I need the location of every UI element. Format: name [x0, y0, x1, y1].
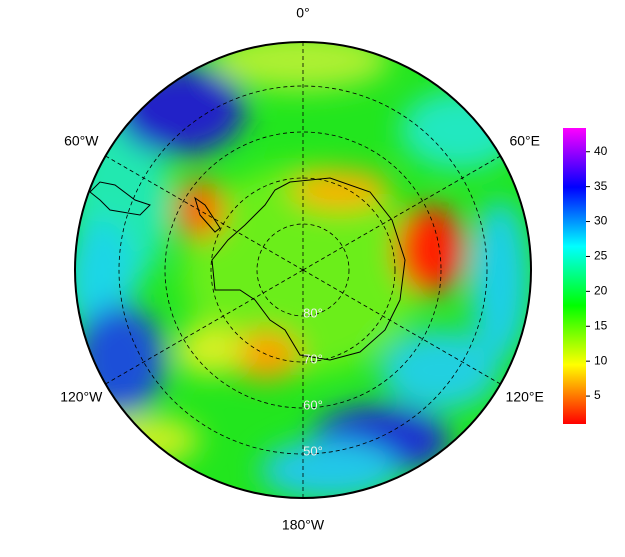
meridian: [105, 269, 304, 385]
meridian: [105, 155, 304, 271]
longitude-label: 120°W: [60, 389, 103, 405]
colorbar-tick-label: 25: [594, 249, 608, 263]
meridian: [302, 269, 501, 385]
field: [75, 42, 531, 498]
latitude-label: 70°: [303, 351, 323, 366]
colorbar-tick-label: 5: [594, 388, 601, 402]
latitude-label: 80°: [303, 305, 323, 320]
longitude-label: 60°W: [64, 133, 99, 149]
colorbar-tick-label: 35: [594, 179, 608, 193]
colorbar-tick-label: 20: [594, 284, 608, 298]
south-america-coast: [89, 181, 151, 216]
antarctica-coast: [194, 177, 406, 361]
longitude-label: 180°W: [282, 517, 325, 533]
latitude-label: 50°: [303, 443, 323, 458]
longitude-label: 0°: [296, 5, 309, 21]
colorbar-tick-label: 10: [594, 353, 608, 367]
latitude-circle: [210, 177, 396, 363]
colorbar-tick-label: 40: [594, 144, 608, 158]
longitude-label: 60°E: [509, 133, 540, 149]
latitude-label: 60°: [303, 397, 323, 412]
latitude-circle: [164, 131, 442, 409]
colorbar-tick-label: 15: [594, 318, 608, 332]
graticule: [105, 42, 501, 498]
longitude-label: 120°E: [506, 389, 544, 405]
map-border: [74, 41, 532, 499]
meridian: [302, 155, 501, 271]
colorbar-tick-label: 30: [594, 214, 608, 228]
colorbar: [563, 128, 586, 424]
